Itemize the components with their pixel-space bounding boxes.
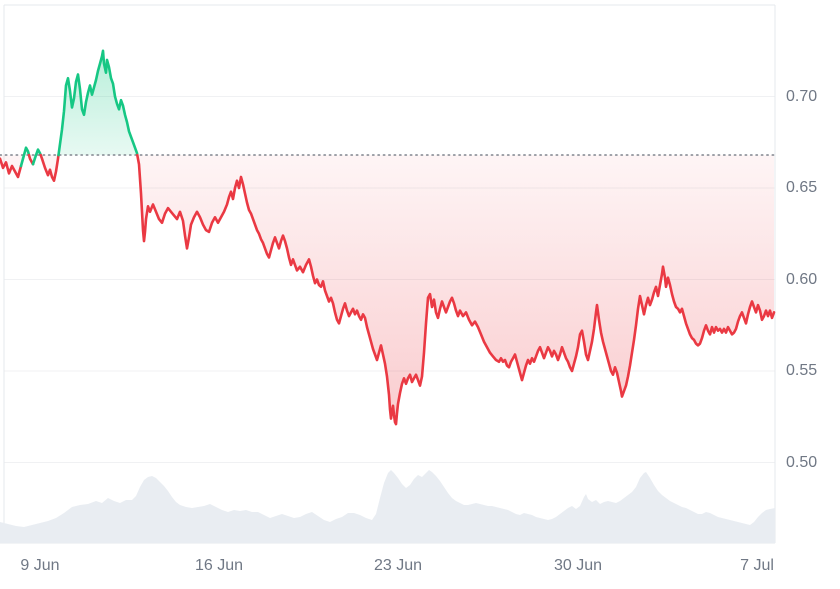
price-line-down-segment [27,153,35,166]
x-tick-label: 16 Jun [194,557,244,574]
x-tick-label: 30 Jun [553,557,603,574]
y-tick-label: 0.65 [786,179,818,196]
x-tick-label: 7 Jul [740,557,774,574]
price-line-down-segment [39,153,60,182]
price-line [0,49,776,426]
price-line-up-segment [31,148,42,166]
price-area-fills [0,50,775,425]
y-tick-label: 0.70 [786,87,818,105]
x-tick-label: 9 Jun [20,557,60,574]
y-tick-label: 0.50 [786,453,818,471]
price-line-up-segment [19,146,31,168]
y-tick-label: 0.60 [786,270,818,288]
area-below-baseline [137,155,775,425]
price-line-up-segment [57,49,139,157]
area-below-baseline [40,155,59,181]
volume-area [0,470,775,543]
x-tick-label: 23 Jun [373,557,423,574]
price-line-down-segment [136,153,776,426]
y-tick-label: 0.55 [786,362,818,379]
price-line-down-segment [0,157,23,179]
